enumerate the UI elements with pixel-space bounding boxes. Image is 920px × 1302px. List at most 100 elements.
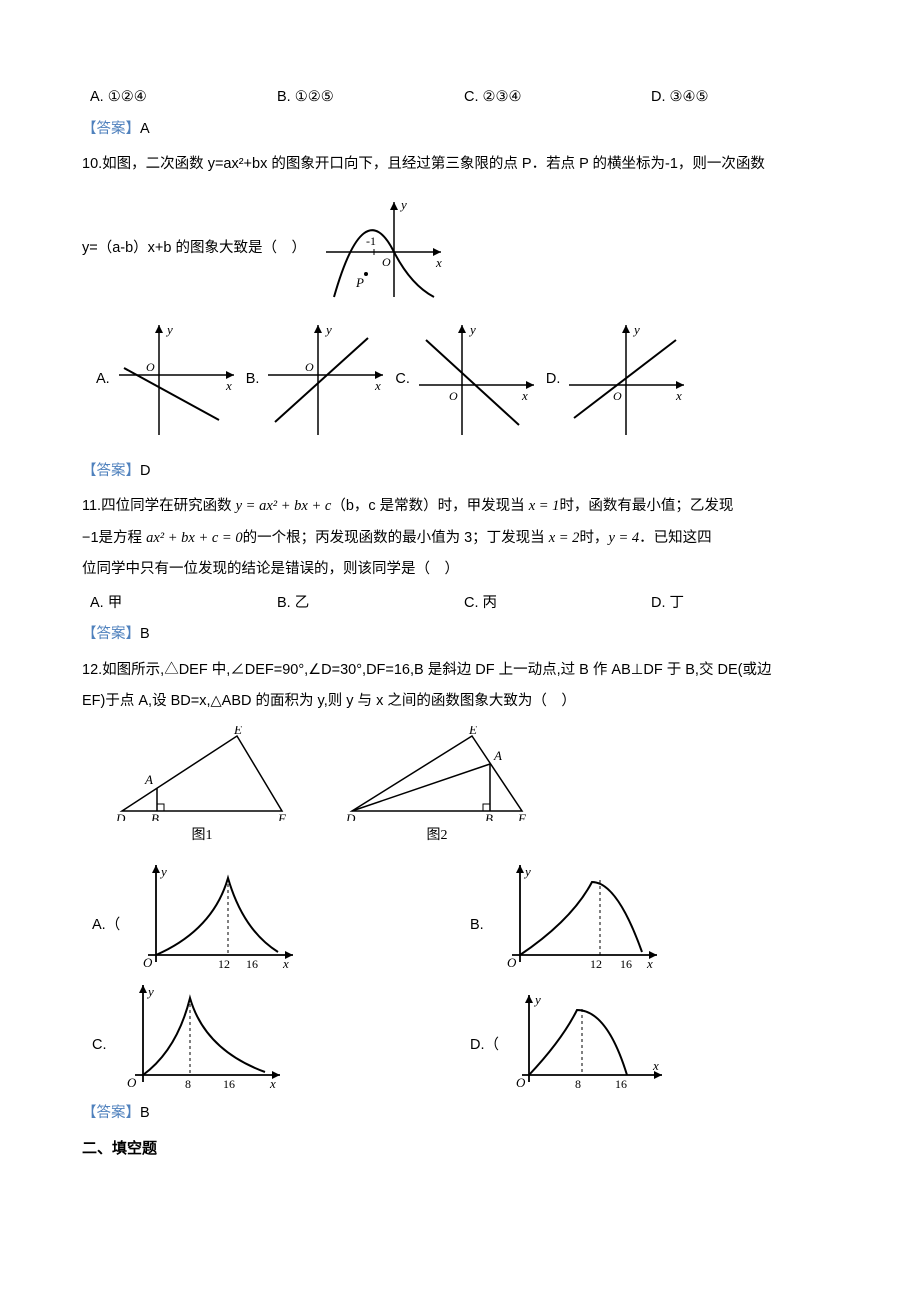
q11-text-b: （b，c 是常数）时，甲发现当 — [331, 498, 528, 514]
q10-text-line2: y=（a-b）x+b 的图象大致是（ ） x y O -1 P — [82, 197, 838, 302]
svg-text:y: y — [468, 322, 476, 337]
svg-text:O: O — [613, 389, 622, 403]
q12-graph-b: O y x 12 16 — [492, 860, 662, 970]
q10-answer-label: 【答案】 — [82, 463, 140, 479]
svg-text:y: y — [523, 864, 531, 879]
svg-text:D: D — [345, 811, 356, 821]
svg-text:16: 16 — [246, 957, 258, 970]
q9-answer: 【答案】A — [82, 116, 838, 144]
q9-option-d: D. ③④⑤ — [651, 84, 838, 112]
q11-answer-value: B — [140, 626, 150, 642]
q11-line2: −1是方程 ax² + bx + c = 0的一个根；丙发现函数的最小值为 3；… — [82, 525, 838, 553]
q12-number: 12. — [82, 662, 102, 678]
q11-options: A. 甲 B. 乙 C. 丙 D. 丁 — [82, 590, 838, 618]
svg-text:8: 8 — [575, 1077, 581, 1090]
q11-formula-c: ax² + bx + c = 0 — [146, 530, 243, 546]
q12-answer-value: B — [140, 1105, 150, 1121]
q11-formula-e: y = 4 — [608, 530, 639, 546]
svg-text:O: O — [382, 255, 391, 269]
q11-formula-a: y = ax² + bx + c — [236, 498, 332, 514]
svg-text:F: F — [517, 811, 527, 821]
q11-number: 11. — [82, 498, 101, 514]
svg-text:y: y — [146, 984, 154, 999]
svg-text:x: x — [652, 1058, 659, 1073]
q11-option-b: B. 乙 — [277, 590, 464, 618]
svg-text:16: 16 — [223, 1077, 235, 1090]
q10-opt-label-c: C. — [395, 366, 410, 394]
q12-fig1: D B F E A 图1 — [112, 726, 292, 850]
svg-text:A: A — [144, 772, 153, 787]
svg-text:12: 12 — [218, 957, 230, 970]
q12-fig1-caption: 图1 — [112, 823, 292, 850]
svg-text:B: B — [485, 811, 493, 821]
svg-text:x: x — [646, 956, 653, 970]
q12-opt-b: B. O y x 12 16 — [460, 860, 838, 970]
q12-opt-label-d: D.（ — [470, 1032, 499, 1060]
q10-prompt-graph: x y O -1 P — [316, 197, 446, 302]
q11-line3: 位同学中只有一位发现的结论是错误的，则该同学是（ ） — [82, 556, 838, 584]
q9-option-a: A. ①②④ — [82, 84, 277, 112]
q12-opt-label-c: C. — [92, 1032, 107, 1060]
svg-text:8: 8 — [185, 1077, 191, 1090]
svg-text:x: x — [374, 378, 381, 393]
q10-answer: 【答案】D — [82, 458, 838, 486]
q9-answer-value: A — [140, 121, 150, 137]
svg-text:16: 16 — [615, 1077, 627, 1090]
q10-answer-value: D — [140, 463, 150, 479]
svg-text:F: F — [277, 811, 287, 821]
svg-text:x: x — [675, 388, 682, 403]
q12-answer-label: 【答案】 — [82, 1105, 140, 1121]
svg-text:O: O — [146, 360, 155, 374]
q10-graph-d: x y O — [564, 320, 690, 440]
q11-option-a: A. 甲 — [82, 590, 277, 618]
svg-text:P: P — [355, 275, 364, 290]
q11-answer: 【答案】B — [82, 621, 838, 649]
svg-text:A: A — [493, 748, 502, 763]
q12-opt-d: D.（ O y x 8 16 — [460, 990, 838, 1090]
svg-text:D: D — [115, 811, 126, 821]
q11-text-f: 时， — [579, 530, 608, 546]
q12-graph-a: O y x 12 16 — [128, 860, 298, 970]
q12-opt-a: A.（ O y x 12 16 — [82, 860, 460, 970]
q11-formula-d: x = 2 — [549, 530, 580, 546]
svg-text:y: y — [159, 864, 167, 879]
q10-graph-c: x y O — [414, 320, 540, 440]
svg-text:O: O — [127, 1075, 137, 1090]
q12-opt-label-a: A.（ — [92, 912, 120, 940]
svg-text:O: O — [449, 389, 458, 403]
q10-number: 10. — [82, 156, 102, 172]
q9-option-c: C. ②③④ — [464, 84, 651, 112]
q12-answer: 【答案】B — [82, 1100, 838, 1128]
q10-graph-b: x y O — [263, 320, 389, 440]
q10-opt-label-a: A. — [96, 366, 110, 394]
svg-text:12: 12 — [590, 957, 602, 970]
q12-text-a: 如图所示,△DEF 中,∠DEF=90°,∠D=30°,DF=16,B 是斜边 … — [102, 662, 771, 678]
svg-text:x: x — [282, 956, 289, 970]
q11-text-d: −1是方程 — [82, 530, 146, 546]
section-2-heading: 二、填空题 — [82, 1135, 838, 1164]
q10-opt-label-d: D. — [546, 366, 561, 394]
q9-options: A. ①②④ B. ①②⑤ C. ②③④ D. ③④⑤ — [82, 84, 838, 112]
q9-option-b: B. ①②⑤ — [277, 84, 464, 112]
svg-text:x: x — [435, 255, 442, 270]
svg-text:y: y — [324, 322, 332, 337]
q12-options-row2: C. O y x 8 16 D.（ O y x 8 16 — [82, 980, 838, 1090]
q11-option-c: C. 丙 — [464, 590, 651, 618]
svg-text:B: B — [151, 811, 159, 821]
q11-text-g: ．已知这四 — [639, 530, 712, 546]
q10-text-a: 如图，二次函数 y=ax²+bx 的图象开口向下，且经过第三象限的点 P．若点 … — [102, 156, 765, 172]
svg-text:y: y — [632, 322, 640, 337]
svg-text:E: E — [468, 726, 477, 737]
q12-fig2: D B F E A 图2 — [342, 726, 532, 850]
q9-answer-label: 【答案】 — [82, 121, 140, 137]
q11-formula-b: x = 1 — [529, 498, 560, 514]
svg-text:x: x — [225, 378, 232, 393]
q10-option-graphs: A. x y O B. x y O C. — [96, 320, 838, 440]
q12-line2: EF)于点 A,设 BD=x,△ABD 的面积为 y,则 y 与 x 之间的函数… — [82, 688, 838, 716]
q11-option-d: D. 丁 — [651, 590, 838, 618]
svg-text:y: y — [399, 197, 407, 212]
svg-text:x: x — [269, 1076, 276, 1090]
q11-text-c: 时，函数有最小值；乙发现 — [559, 498, 733, 514]
q10-opt-label-b: B. — [246, 366, 260, 394]
svg-text:y: y — [165, 322, 173, 337]
